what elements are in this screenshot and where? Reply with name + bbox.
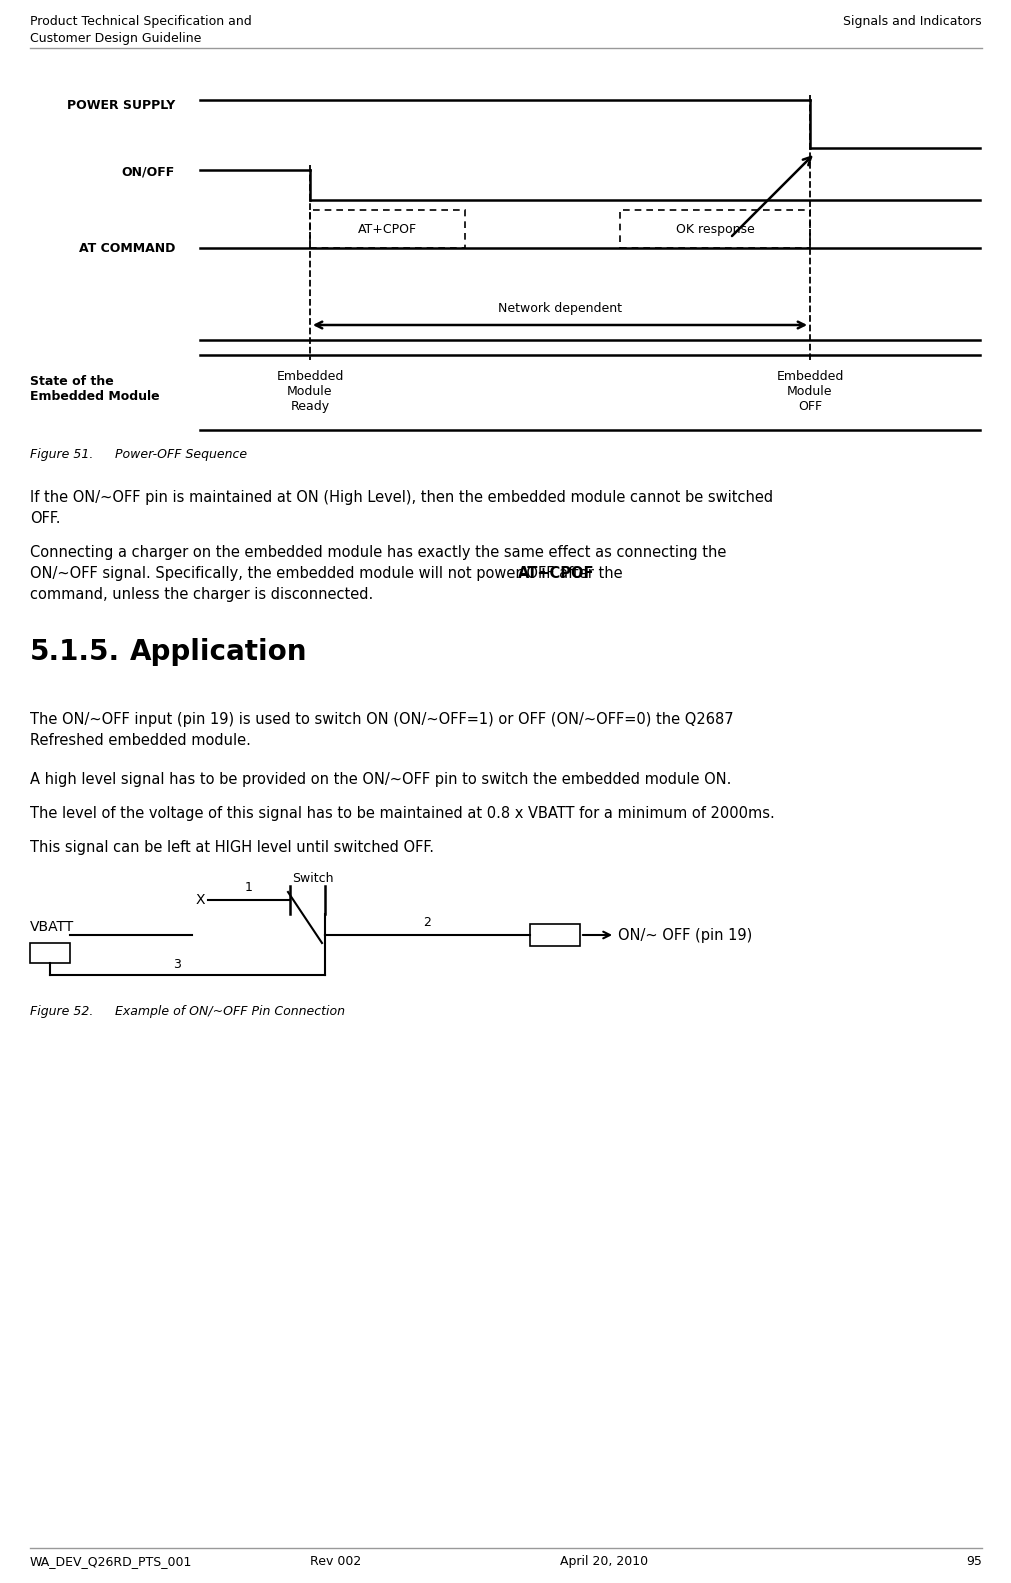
Text: command, unless the charger is disconnected.: command, unless the charger is disconnec…	[30, 587, 373, 602]
Text: A high level signal has to be provided on the ON/~OFF pin to switch the embedded: A high level signal has to be provided o…	[30, 773, 731, 787]
Text: Figure 51.: Figure 51.	[30, 448, 93, 461]
Text: AT+CPOF: AT+CPOF	[358, 223, 417, 236]
Text: AT+CPOF: AT+CPOF	[518, 567, 594, 581]
Text: State of the
Embedded Module: State of the Embedded Module	[30, 375, 160, 404]
Text: 3: 3	[174, 958, 181, 970]
Text: VBATT: VBATT	[30, 920, 74, 934]
Text: Connecting a charger on the embedded module has exactly the same effect as conne: Connecting a charger on the embedded mod…	[30, 545, 726, 560]
Text: If the ON/~OFF pin is maintained at ON (High Level), then the embedded module ca: If the ON/~OFF pin is maintained at ON (…	[30, 491, 772, 505]
Text: Application: Application	[129, 638, 307, 666]
Text: Rev 002: Rev 002	[309, 1555, 361, 1569]
Text: Refreshed embedded module.: Refreshed embedded module.	[30, 733, 251, 749]
Text: Signals and Indicators: Signals and Indicators	[842, 14, 981, 28]
Text: Embedded
Module
OFF: Embedded Module OFF	[775, 370, 843, 413]
Text: Embedded
Module
Ready: Embedded Module Ready	[276, 370, 344, 413]
Text: Figure 52.: Figure 52.	[30, 1005, 93, 1018]
Text: 95: 95	[966, 1555, 981, 1569]
Text: WA_DEV_Q26RD_PTS_001: WA_DEV_Q26RD_PTS_001	[30, 1555, 192, 1569]
Text: Example of ON/~OFF Pin Connection: Example of ON/~OFF Pin Connection	[115, 1005, 345, 1018]
Bar	[309, 211, 464, 249]
Text: April 20, 2010: April 20, 2010	[559, 1555, 647, 1569]
Bar	[620, 211, 809, 249]
Text: OK response: OK response	[675, 223, 753, 236]
Text: This signal can be left at HIGH level until switched OFF.: This signal can be left at HIGH level un…	[30, 841, 434, 855]
Text: X: X	[195, 893, 204, 907]
Text: OFF.: OFF.	[30, 511, 61, 526]
Text: 2: 2	[424, 917, 431, 929]
Bar	[530, 924, 579, 947]
Text: ON/OFF: ON/OFF	[121, 166, 175, 179]
Text: 1: 1	[245, 882, 253, 894]
Text: ON/~OFF signal. Specifically, the embedded module will not power-OFF after the: ON/~OFF signal. Specifically, the embedd…	[30, 567, 627, 581]
Text: Product Technical Specification and
Customer Design Guideline: Product Technical Specification and Cust…	[30, 14, 252, 44]
Text: ON/~ OFF (pin 19): ON/~ OFF (pin 19)	[618, 928, 751, 942]
Text: The level of the voltage of this signal has to be maintained at 0.8 x VBATT for : The level of the voltage of this signal …	[30, 806, 774, 822]
Text: 5.1.5.: 5.1.5.	[30, 638, 120, 666]
Text: Network dependent: Network dependent	[497, 302, 622, 315]
Text: POWER SUPPLY: POWER SUPPLY	[67, 98, 175, 111]
Text: The ON/~OFF input (pin 19) is used to switch ON (ON/~OFF=1) or OFF (ON/~OFF=0) t: The ON/~OFF input (pin 19) is used to sw…	[30, 712, 733, 727]
Bar	[30, 943, 70, 962]
Text: Power-OFF Sequence: Power-OFF Sequence	[115, 448, 247, 461]
Text: AT COMMAND: AT COMMAND	[79, 242, 175, 255]
Text: Switch: Switch	[291, 872, 333, 885]
